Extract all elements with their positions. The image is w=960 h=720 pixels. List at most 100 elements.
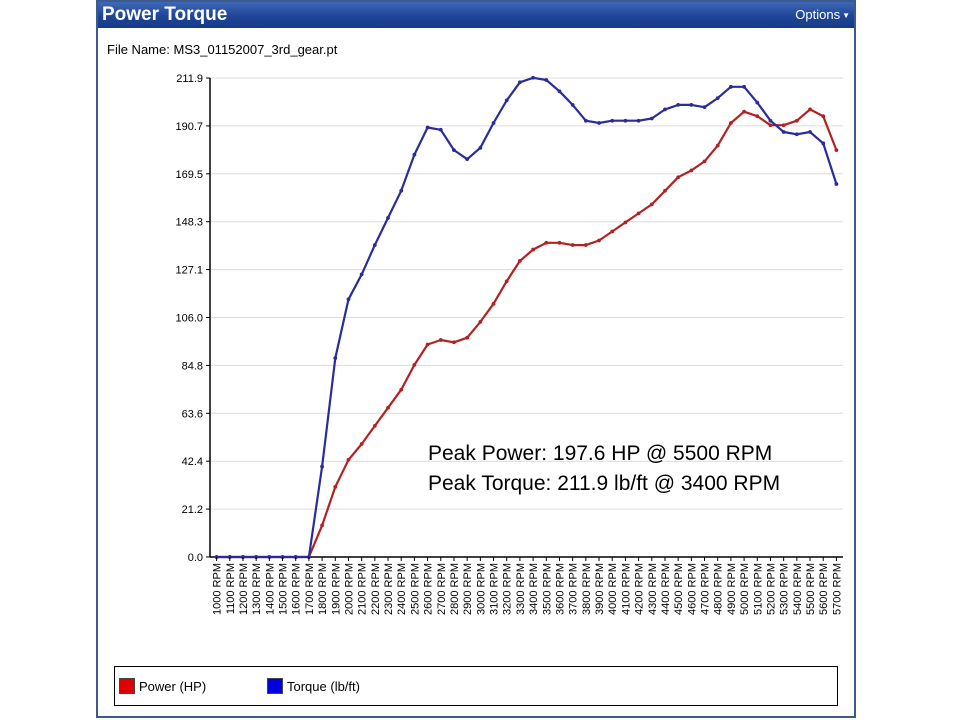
data-point-power (583, 243, 588, 247)
x-tick-label: 4400 RPM (660, 563, 672, 615)
series-line-power (216, 108, 838, 559)
data-point-power (702, 159, 707, 164)
data-point-power (346, 457, 351, 462)
data-point-torque (570, 102, 575, 107)
x-tick-label: 4000 RPM (607, 563, 619, 615)
power-torque-window: Power Torque Options ▼ File Name: MS3_011… (96, 0, 856, 718)
x-tick-label: 4700 RPM (700, 563, 712, 615)
series-line-torque (216, 76, 838, 559)
x-tick-label: 5100 RPM (752, 563, 764, 615)
data-point-torque (333, 356, 338, 360)
data-point-power (478, 320, 483, 324)
x-tick-label: 3800 RPM (581, 563, 593, 615)
data-point-torque (386, 216, 390, 220)
x-tick-label: 4300 RPM (647, 563, 659, 615)
peak-torque-annotation: Peak Torque: 211.9 lb/ft @ 3400 RPM (428, 472, 780, 495)
data-point-torque (834, 182, 839, 186)
data-point-power (676, 175, 681, 180)
data-point-torque (610, 118, 615, 123)
data-point-torque (452, 148, 456, 153)
data-point-torque (320, 464, 324, 469)
file-name-label: File Name: (107, 42, 170, 57)
power-torque-chart: 0.0 21.2 42.4 63.6 84.8 106.0 127.1 148.3 169.5 1… (175, 73, 843, 615)
x-tick-label: 1100 RPM (225, 563, 237, 614)
data-point-torque (425, 125, 430, 130)
y-tick-label: 106.0 (175, 313, 203, 325)
data-point-power (834, 148, 839, 153)
x-tick-label: 1300 RPM (251, 563, 263, 615)
data-point-power (333, 485, 338, 489)
file-name-row: File Name: MS3_01152007_3rd_gear.pt (107, 42, 337, 57)
x-tick-label: 5200 RPM (765, 563, 777, 615)
data-point-torque (649, 116, 654, 121)
x-tick-label: 4100 RPM (620, 563, 632, 615)
y-tick-label: 84.8 (182, 360, 203, 372)
data-point-power (518, 258, 522, 263)
x-tick-label: 2500 RPM (409, 563, 421, 615)
data-point-torque (636, 118, 641, 123)
y-tick-label: 0.0 (188, 552, 203, 564)
y-tick-label: 190.7 (175, 121, 203, 133)
y-tick-label: 148.3 (175, 217, 203, 229)
x-tick-label: 5000 RPM (739, 563, 751, 615)
data-point-power (715, 143, 720, 148)
y-tick-label: 127.1 (175, 265, 203, 277)
data-point-torque (715, 96, 720, 101)
data-point-power (794, 118, 799, 123)
data-point-power (438, 338, 443, 342)
data-point-torque (346, 297, 351, 302)
data-point-power (821, 114, 826, 119)
data-point-power (399, 387, 404, 392)
x-tick-label: 5400 RPM (792, 563, 804, 615)
x-tick-label: 2800 RPM (449, 563, 461, 615)
x-tick-label: 3100 RPM (489, 563, 501, 615)
y-tick-label: 211.9 (176, 73, 203, 85)
data-point-torque (518, 80, 522, 85)
data-point-power (649, 202, 654, 207)
data-point-power (570, 243, 575, 247)
x-tick-label: 2100 RPM (357, 563, 369, 615)
x-tick-label: 1200 RPM (238, 563, 250, 615)
data-point-power (531, 247, 535, 252)
data-point-torque (557, 89, 562, 94)
file-name-value: MS3_01152007_3rd_gear.pt (173, 42, 338, 57)
x-tick-label: 5700 RPM (831, 563, 843, 615)
data-point-power (768, 123, 773, 128)
data-point-power (742, 109, 746, 114)
data-point-power (663, 188, 667, 193)
data-point-torque (465, 157, 470, 162)
data-point-torque (623, 118, 628, 123)
x-tick-label: 2400 RPM (396, 563, 408, 615)
data-point-power (491, 301, 496, 306)
x-tick-label: 4800 RPM (713, 563, 725, 615)
options-menu-button[interactable]: Options ▼ (795, 7, 850, 24)
data-point-power (544, 240, 549, 245)
data-point-torque (531, 75, 535, 80)
x-tick-label: 1400 RPM (264, 563, 276, 615)
x-tick-label: 4900 RPM (726, 563, 738, 615)
x-tick-label: 3000 RPM (475, 563, 487, 615)
peak-power-annotation: Peak Power: 197.6 HP @ 5500 RPM (428, 442, 772, 465)
data-point-torque (544, 78, 549, 82)
data-point-power (425, 342, 430, 347)
data-point-power (729, 121, 733, 125)
data-point-torque (663, 107, 667, 112)
y-tick-label: 63.6 (182, 408, 203, 420)
x-tick-label: 1900 RPM (330, 563, 342, 615)
x-tick-label: 3500 RPM (541, 563, 553, 615)
x-tick-label: 1500 RPM (278, 563, 290, 615)
x-tick-label: 2900 RPM (462, 563, 474, 615)
data-point-torque (676, 102, 681, 107)
data-point-power (504, 279, 509, 284)
data-point-torque (781, 130, 786, 134)
data-point-torque (808, 130, 812, 134)
x-tick-label: 1000 RPM (212, 563, 224, 615)
data-point-power (465, 335, 470, 340)
data-point-power (781, 123, 786, 128)
x-tick-label: 2700 RPM (436, 563, 448, 615)
data-point-torque (491, 121, 496, 125)
legend-swatch-power (119, 678, 135, 694)
title-bar: Power Torque Options ▼ (98, 2, 854, 28)
data-point-power (412, 362, 417, 367)
data-point-torque (768, 118, 773, 123)
